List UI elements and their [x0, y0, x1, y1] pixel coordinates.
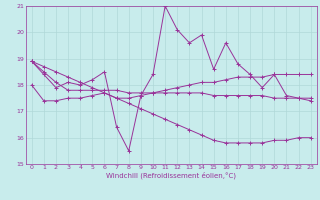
X-axis label: Windchill (Refroidissement éolien,°C): Windchill (Refroidissement éolien,°C) [106, 172, 236, 179]
